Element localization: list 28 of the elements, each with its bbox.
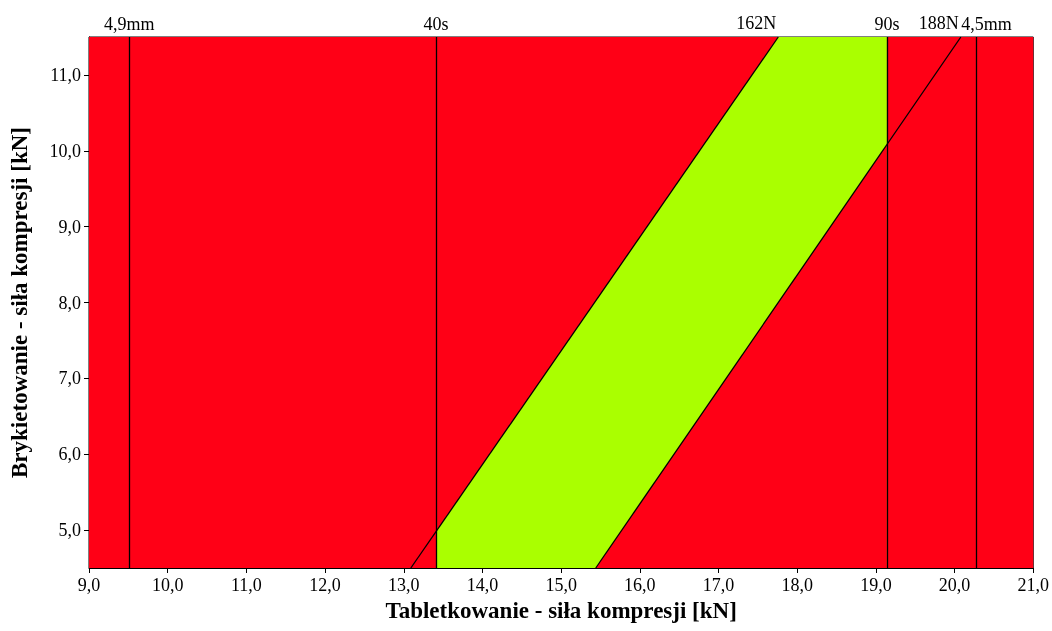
y-tick-label: 5,0 [58, 520, 81, 541]
x-axis-title: Tabletkowanie - siła kompresji [kN] [385, 597, 737, 623]
y-tick-label: 6,0 [58, 444, 81, 465]
x-tick-label: 21,0 [1017, 575, 1049, 595]
y-tick-label: 10,0 [49, 140, 81, 161]
ref-line-label: 4,9mm [103, 14, 155, 34]
y-tick-label: 7,0 [58, 368, 81, 389]
x-tick-label: 15,0 [545, 575, 577, 595]
x-tick-label: 16,0 [624, 575, 656, 595]
x-tick-label: 11,0 [230, 575, 262, 595]
x-tick-label: 12,0 [309, 575, 341, 595]
y-axis-title: Brykietowanie - siła kompresji [kN] [7, 127, 32, 478]
ref-line-label: 40s [423, 14, 449, 34]
x-tick-label: 18,0 [781, 575, 813, 595]
series-label: 188N [918, 13, 959, 33]
series-label: 162N [736, 13, 777, 33]
x-tick-label: 19,0 [860, 575, 892, 595]
x-tick-label: 20,0 [938, 575, 971, 595]
x-tick-label: 14,0 [466, 575, 499, 595]
x-tick-label: 17,0 [702, 575, 735, 595]
y-tick-label: 9,0 [58, 216, 81, 237]
x-tick-label: 9,0 [77, 575, 101, 595]
y-tick-label: 11,0 [50, 64, 81, 85]
ref-line-label: 90s [874, 14, 900, 34]
ref-line-label: 4,5mm [961, 14, 1012, 34]
x-tick-label: 13,0 [388, 575, 420, 595]
y-tick-label: 8,0 [58, 292, 81, 313]
x-tick-label: 10,0 [151, 575, 184, 595]
